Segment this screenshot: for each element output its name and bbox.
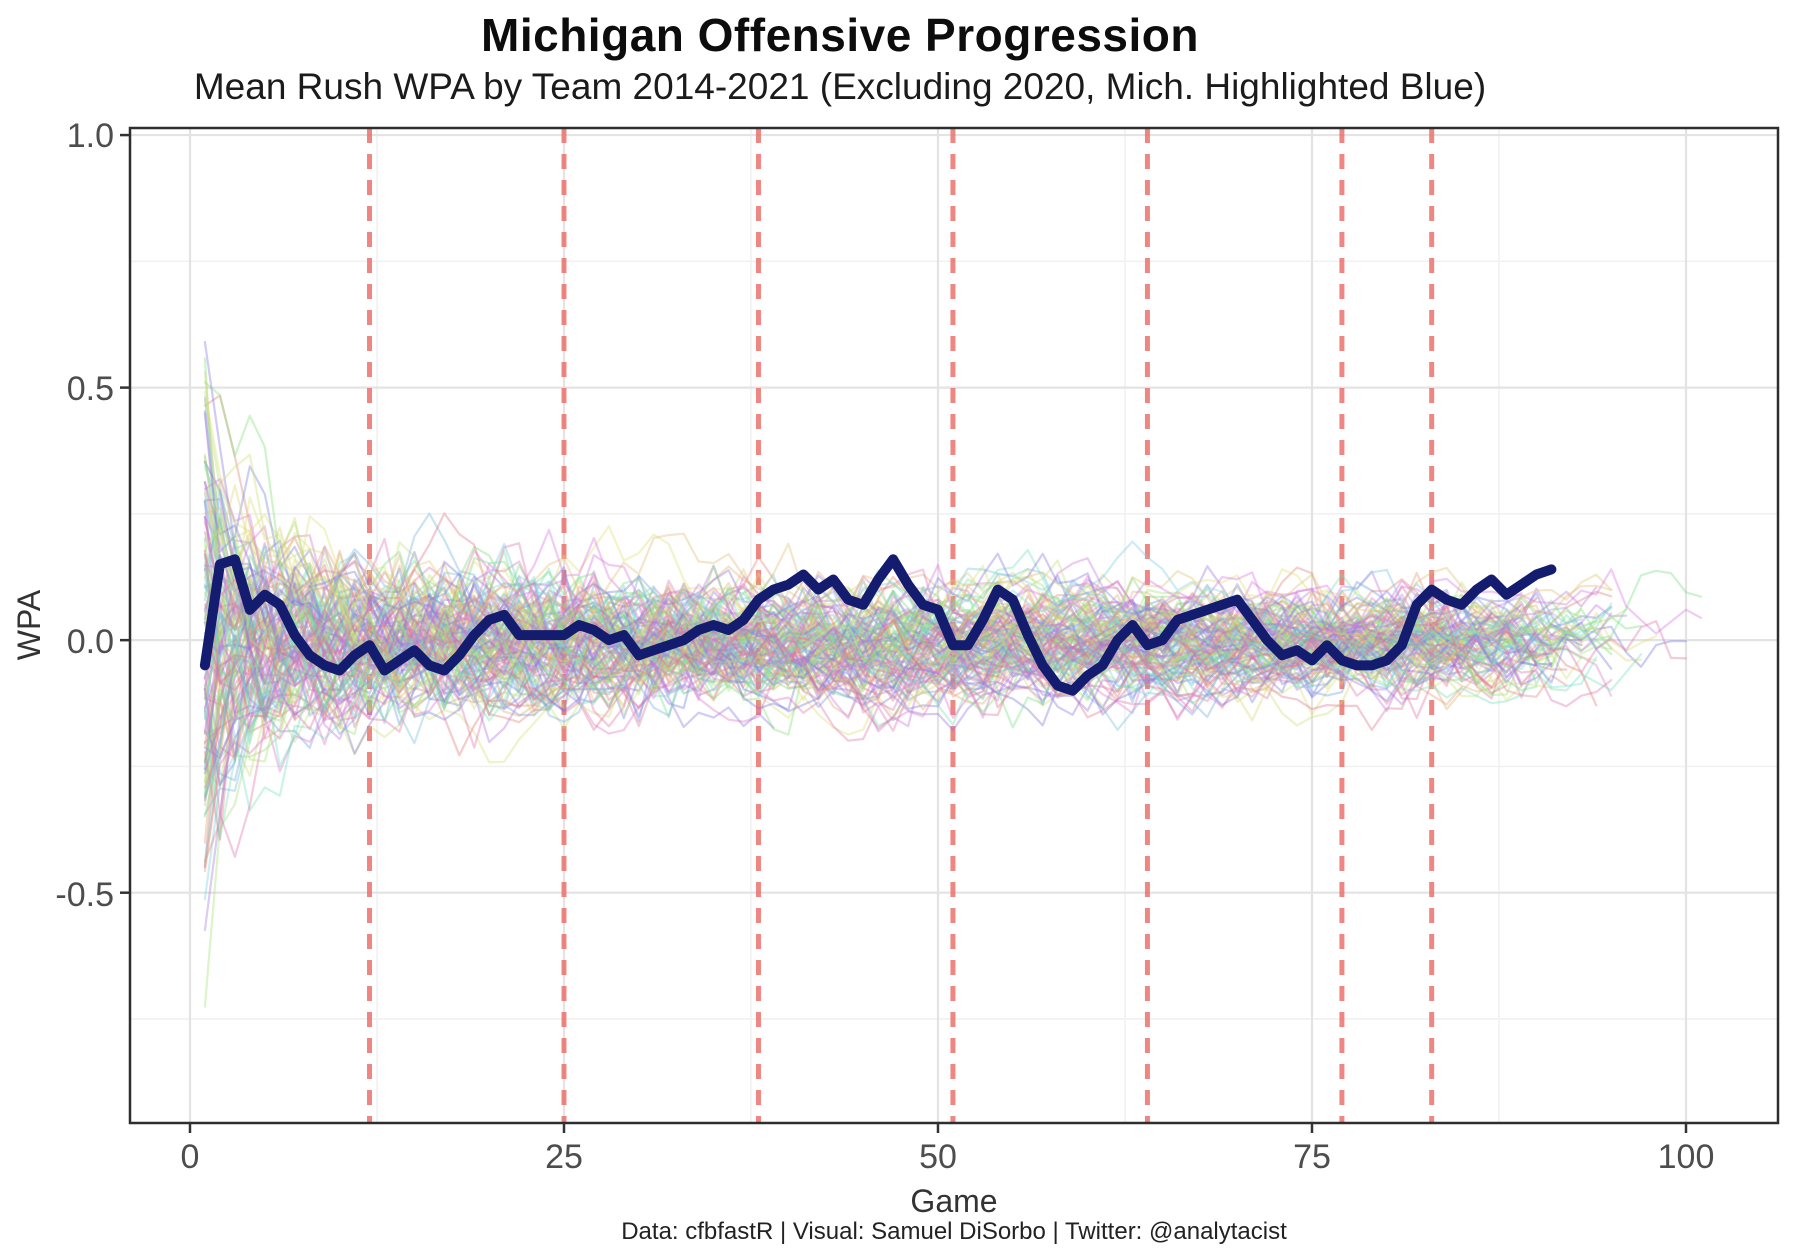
y-tick-label-0.5: 0.5 (67, 370, 114, 408)
x-tick-label-0: 0 (181, 1138, 200, 1176)
chart-subtitle: Mean Rush WPA by Team 2014-2021 (Excludi… (193, 66, 1487, 107)
x-tick-label-25: 25 (545, 1138, 583, 1176)
x-axis-labels: 0 25 50 75 100 (181, 1138, 1715, 1176)
chart-caption: Data: cfbfastR | Visual: Samuel DiSorbo … (621, 1218, 1287, 1245)
season-divider-lines (367, 128, 1435, 1123)
y-tick-label-1.0: 1.0 (67, 117, 114, 155)
x-tick-label-75: 75 (1293, 1138, 1331, 1176)
y-axis-labels: 1.0 0.5 0.0 -0.5 (55, 117, 114, 914)
team-lines (203, 340, 1703, 1008)
chart-title: Michigan Offensive Progression (481, 9, 1199, 61)
y-tick-label-0.0: 0.0 (67, 623, 114, 661)
y-tick-label--0.5: -0.5 (55, 876, 114, 914)
axis-tick-marks (120, 133, 1688, 1133)
x-axis-title: Game (910, 1183, 997, 1219)
y-axis-title: WPA (11, 589, 47, 660)
x-tick-label-100: 100 (1658, 1138, 1715, 1176)
x-tick-label-50: 50 (919, 1138, 957, 1176)
michigan-line (199, 554, 1557, 696)
panel-border (128, 126, 1780, 1125)
